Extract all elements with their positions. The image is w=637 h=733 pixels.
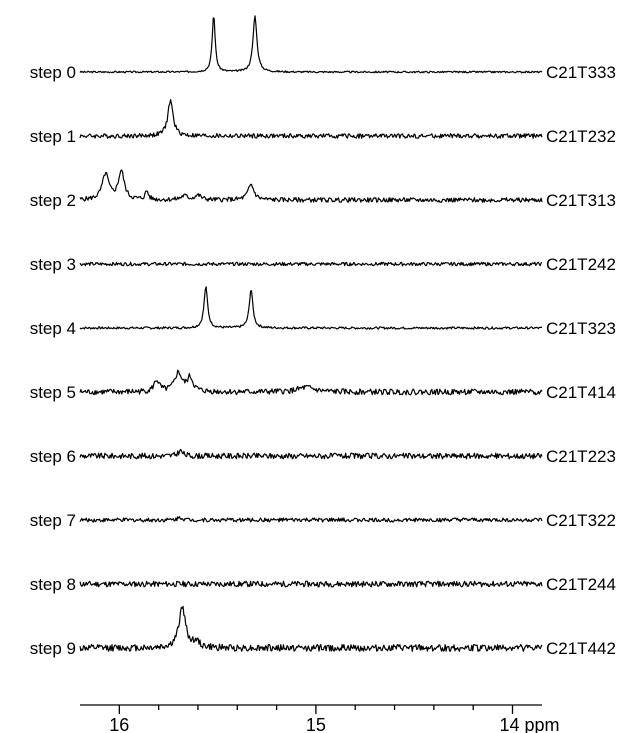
spectrum-trace-step-8 [79, 580, 543, 588]
spectra-labels: step 0 C21T333 step 1 C21T232 step 2 C21T313 s… [30, 63, 616, 658]
x-tick-label: 16 [109, 715, 129, 733]
step-label: step 8 [30, 575, 76, 594]
sample-label: C21T223 [546, 447, 616, 466]
step-label: step 3 [30, 255, 76, 274]
spectrum-trace-step-2 [79, 169, 543, 203]
step-label: step 4 [30, 319, 76, 338]
sample-label: C21T322 [546, 511, 616, 530]
step-label: step 1 [30, 127, 76, 146]
spectra-traces [79, 15, 543, 652]
x-axis: 16 15 14 ppm [80, 704, 560, 733]
spectrum-trace-step-3 [79, 261, 543, 267]
step-label: step 5 [30, 383, 76, 402]
sample-label: C21T232 [546, 127, 616, 146]
spectrum-trace-step-9 [79, 605, 543, 652]
sample-label: C21T323 [546, 319, 616, 338]
step-label: step 6 [30, 447, 76, 466]
spectrum-trace-step-0 [79, 15, 543, 74]
spectrum-trace-step-6 [79, 448, 543, 460]
sample-label: C21T242 [546, 255, 616, 274]
sample-label: C21T414 [546, 383, 616, 402]
spectrum-trace-step-7 [79, 516, 543, 523]
step-label: step 2 [30, 191, 76, 210]
step-label: step 9 [30, 639, 76, 658]
spectrum-trace-step-5 [79, 369, 543, 396]
x-tick-label: 14 ppm [499, 715, 559, 733]
spectrum-trace-step-1 [79, 99, 543, 139]
sample-label: C21T442 [546, 639, 616, 658]
step-label: step 7 [30, 511, 76, 530]
x-tick-label: 15 [306, 715, 326, 733]
sample-label: C21T333 [546, 63, 616, 82]
step-label: step 0 [30, 63, 76, 82]
spectrum-trace-step-4 [79, 286, 543, 330]
sample-label: C21T313 [546, 191, 616, 210]
sample-label: C21T244 [546, 575, 616, 594]
